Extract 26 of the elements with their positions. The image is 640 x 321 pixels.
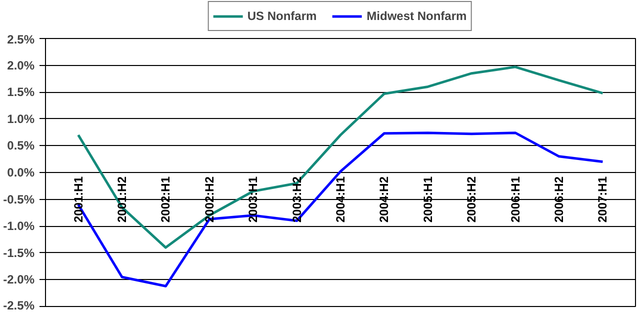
y-tick-label: 2.5% (7, 32, 35, 46)
x-tick-label: 2002:H2 (202, 176, 216, 223)
y-tick-label: 1.0% (7, 112, 35, 126)
x-tick-label: 2001:H2 (114, 176, 129, 223)
y-tick-label: 1.5% (7, 85, 35, 100)
y-tick-label: -1.5% (3, 246, 35, 260)
x-tick-label: 2003:H2 (290, 176, 304, 223)
legend-label: Midwest Nonfarm (366, 9, 467, 23)
y-tick-label: -2.5% (3, 298, 35, 312)
y-tick-label: 0.0% (7, 166, 35, 180)
x-tick-label: 2006:H1 (508, 176, 522, 223)
x-tick-label: 2004:H1 (334, 176, 348, 223)
x-tick-label: 2005:H1 (420, 176, 435, 223)
y-tick-label: -1.0% (3, 219, 35, 234)
x-tick-label: 2005:H2 (464, 176, 479, 223)
y-tick-label: 0.5% (7, 138, 35, 153)
y-tick-label: -2.0% (3, 272, 35, 287)
legend-label: US Nonfarm (247, 9, 317, 23)
y-tick-label: 2.0% (7, 58, 35, 72)
x-tick-label: 2006:H2 (552, 176, 566, 223)
x-tick-label: 2001:H1 (71, 176, 86, 223)
x-tick-label: 2003:H1 (246, 176, 260, 223)
x-tick-label: 2002:H1 (158, 176, 173, 223)
x-tick-label: 2004:H2 (377, 176, 392, 223)
y-tick-label: -0.5% (3, 192, 35, 206)
x-tick-label: 2007:H1 (596, 176, 610, 223)
